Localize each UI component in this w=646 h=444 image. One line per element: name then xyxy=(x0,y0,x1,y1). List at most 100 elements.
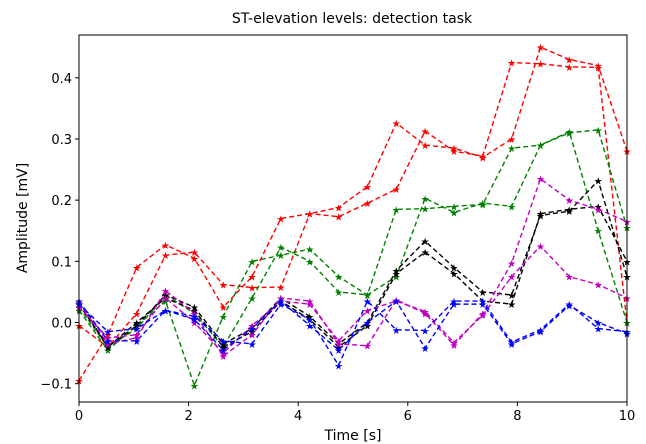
data-point: ★ xyxy=(507,300,516,311)
data-point: ★ xyxy=(507,202,516,213)
series-points: ★★★★★★★★ ★★★★★ ★★★★★★★★★★★ ★★ ★ ★★ ★★★★★ ★★ ★ ★ ★★… xyxy=(75,43,632,392)
data-point: ★ xyxy=(103,334,112,345)
data-point: ★ xyxy=(478,200,487,211)
data-point: ★ xyxy=(161,291,170,302)
plot-area-frame xyxy=(78,34,628,403)
data-point: ★ xyxy=(190,248,199,259)
data-point: ★ xyxy=(565,196,574,207)
data-point: ★ xyxy=(536,43,545,54)
data-point: ★ xyxy=(392,326,401,337)
data-point: ★ xyxy=(334,213,343,224)
data-point: ★ xyxy=(190,254,199,265)
data-point: ★ xyxy=(363,306,372,317)
data-point: ★ xyxy=(305,297,314,308)
data-point: ★ xyxy=(334,203,343,214)
data-point: ★ xyxy=(565,63,574,74)
data-point: ★ xyxy=(219,343,228,354)
data-point: ★ xyxy=(478,288,487,299)
data-point: ★ xyxy=(248,328,257,339)
data-point: ★ xyxy=(449,270,458,281)
data-point: ★ xyxy=(248,322,257,333)
data-point: ★ xyxy=(507,273,516,284)
data-point: ★ xyxy=(363,318,372,329)
data-point: ★ xyxy=(190,309,199,320)
data-point: ★ xyxy=(190,303,199,314)
data-point: ★ xyxy=(421,194,430,205)
data-point: ★ xyxy=(248,257,257,268)
data-point: ★ xyxy=(276,297,285,308)
data-point: ★ xyxy=(507,259,516,270)
data-point: ★ xyxy=(536,210,545,221)
data-point: ★ xyxy=(305,210,314,221)
data-point: ★ xyxy=(449,202,458,213)
data-point: ★ xyxy=(392,185,401,196)
data-point: ★ xyxy=(594,325,603,336)
data-point: ★ xyxy=(594,62,603,73)
data-point: ★ xyxy=(305,300,314,311)
data-point: ★ xyxy=(219,343,228,354)
data-point: ★ xyxy=(363,342,372,353)
data-point: ★ xyxy=(392,273,401,284)
data-point: ★ xyxy=(421,309,430,320)
data-point: ★ xyxy=(594,126,603,137)
data-point: ★ xyxy=(305,245,314,256)
data-point: ★ xyxy=(219,349,228,360)
data-point: ★ xyxy=(334,340,343,351)
data-point: ★ xyxy=(103,343,112,354)
y-tick-label: 0.4 xyxy=(51,72,72,87)
data-point: ★ xyxy=(132,322,141,333)
data-point: ★ xyxy=(478,199,487,210)
data-point: ★ xyxy=(161,306,170,317)
axis-ticks: 0 2 4 6 8 10 −0.1 0.0 0.1 0.2 0.3 0.4 xyxy=(40,72,635,424)
data-point: ★ xyxy=(248,284,257,295)
data-point: ★ xyxy=(161,241,170,252)
data-point: ★ xyxy=(190,306,199,317)
data-point: ★ xyxy=(219,281,228,292)
data-point: ★ xyxy=(507,291,516,302)
data-point: ★ xyxy=(565,300,574,311)
data-point: ★ xyxy=(276,297,285,308)
data-point: ★ xyxy=(132,318,141,329)
series-line-4 xyxy=(78,130,628,349)
data-point: ★ xyxy=(334,337,343,348)
data-point: ★ xyxy=(161,294,170,305)
data-point: ★ xyxy=(363,291,372,302)
series-line-7 xyxy=(78,177,628,358)
data-point: ★ xyxy=(161,294,170,305)
data-point: ★ xyxy=(161,251,170,262)
series-line-2 xyxy=(78,61,628,348)
data-point: ★ xyxy=(103,328,112,339)
data-point: ★ xyxy=(103,331,112,342)
data-point: ★ xyxy=(161,291,170,302)
y-tick-label: 0.0 xyxy=(51,316,72,331)
data-point: ★ xyxy=(305,322,314,333)
data-point: ★ xyxy=(392,266,401,277)
data-point: ★ xyxy=(363,199,372,210)
data-point: ★ xyxy=(565,301,574,312)
data-point: ★ xyxy=(449,263,458,274)
data-point: ★ xyxy=(248,273,257,284)
data-point: ★ xyxy=(190,381,199,392)
data-point: ★ xyxy=(536,326,545,337)
data-point: ★ xyxy=(507,144,516,155)
data-point: ★ xyxy=(219,337,228,348)
data-point: ★ xyxy=(103,346,112,357)
x-tick-label: 8 xyxy=(513,409,521,424)
series-line-1 xyxy=(78,46,628,381)
data-point: ★ xyxy=(536,60,545,71)
data-point: ★ xyxy=(478,309,487,320)
data-point: ★ xyxy=(594,227,603,238)
data-point: ★ xyxy=(334,273,343,284)
data-point: ★ xyxy=(276,300,285,311)
x-tick-label: 0 xyxy=(75,409,83,424)
data-point: ★ xyxy=(334,343,343,354)
y-tick-label: 0.1 xyxy=(51,255,72,270)
data-point: ★ xyxy=(565,128,574,139)
data-point: ★ xyxy=(478,297,487,308)
data-point: ★ xyxy=(392,297,401,308)
data-point: ★ xyxy=(507,135,516,146)
x-axis-label: Time [s] xyxy=(324,428,382,444)
series-line-8 xyxy=(78,245,628,355)
data-point: ★ xyxy=(392,119,401,130)
data-point: ★ xyxy=(132,334,141,345)
